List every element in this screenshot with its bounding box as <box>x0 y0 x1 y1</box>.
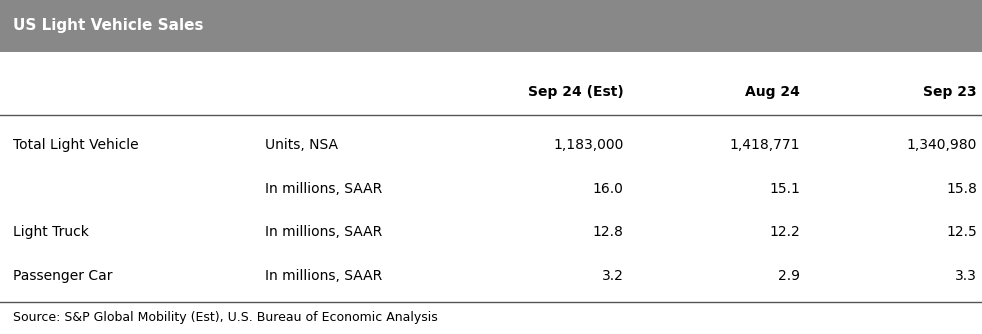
Text: Aug 24: Aug 24 <box>745 85 800 99</box>
Text: 15.1: 15.1 <box>770 182 800 196</box>
Text: Units, NSA: Units, NSA <box>265 138 338 152</box>
FancyBboxPatch shape <box>0 0 982 52</box>
Text: Passenger Car: Passenger Car <box>13 269 112 283</box>
Text: 2.9: 2.9 <box>779 269 800 283</box>
Text: Source: S&P Global Mobility (Est), U.S. Bureau of Economic Analysis: Source: S&P Global Mobility (Est), U.S. … <box>13 312 438 324</box>
Text: In millions, SAAR: In millions, SAAR <box>265 225 382 239</box>
Text: In millions, SAAR: In millions, SAAR <box>265 182 382 196</box>
Text: 1,340,980: 1,340,980 <box>906 138 977 152</box>
Text: 1,418,771: 1,418,771 <box>730 138 800 152</box>
Text: 12.5: 12.5 <box>947 225 977 239</box>
Text: Light Truck: Light Truck <box>13 225 88 239</box>
Text: 12.8: 12.8 <box>593 225 624 239</box>
Text: Sep 24 (Est): Sep 24 (Est) <box>527 85 624 99</box>
Text: 15.8: 15.8 <box>947 182 977 196</box>
Text: In millions, SAAR: In millions, SAAR <box>265 269 382 283</box>
Text: 1,183,000: 1,183,000 <box>553 138 624 152</box>
Text: US Light Vehicle Sales: US Light Vehicle Sales <box>13 18 203 33</box>
Text: 12.2: 12.2 <box>770 225 800 239</box>
Text: 3.3: 3.3 <box>955 269 977 283</box>
Text: 3.2: 3.2 <box>602 269 624 283</box>
Text: 16.0: 16.0 <box>593 182 624 196</box>
Text: Total Light Vehicle: Total Light Vehicle <box>13 138 138 152</box>
Text: Sep 23: Sep 23 <box>923 85 977 99</box>
